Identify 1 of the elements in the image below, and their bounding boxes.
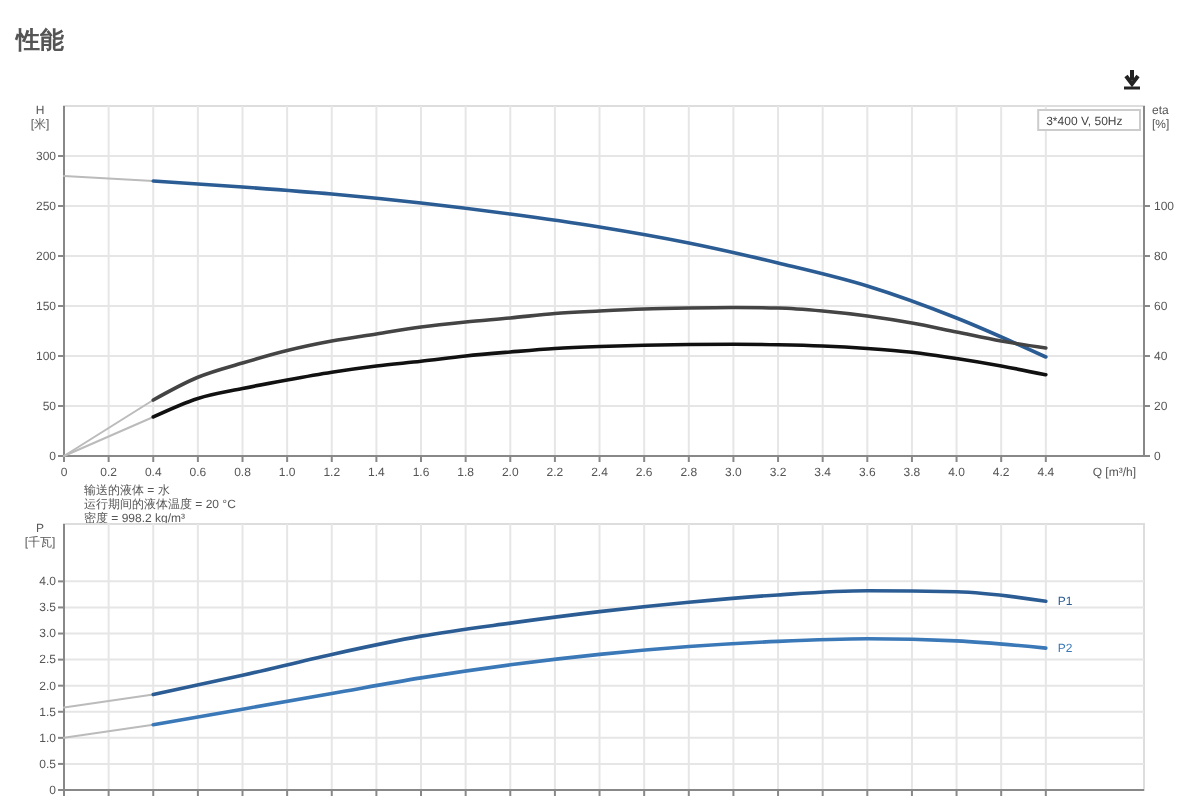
chart-title: 性能 <box>14 26 66 54</box>
